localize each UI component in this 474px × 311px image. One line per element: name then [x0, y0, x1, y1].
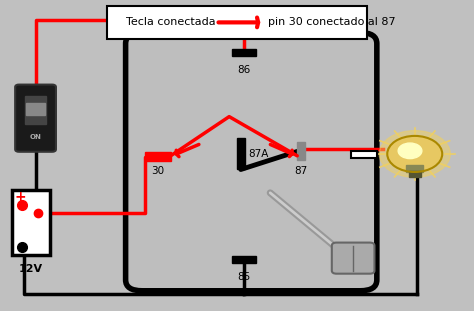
- Text: 87: 87: [294, 166, 308, 176]
- FancyBboxPatch shape: [332, 243, 374, 274]
- Text: 86: 86: [237, 65, 251, 75]
- Text: 87A: 87A: [248, 149, 269, 159]
- Bar: [145, 152, 171, 161]
- Bar: [406, 165, 423, 172]
- Bar: [26, 103, 45, 115]
- Bar: [232, 256, 256, 263]
- Text: 85: 85: [237, 272, 251, 282]
- Bar: [12, 190, 50, 255]
- Text: pin 30 conectado al 87: pin 30 conectado al 87: [268, 17, 395, 27]
- Bar: [232, 49, 256, 56]
- Bar: [25, 96, 46, 124]
- Bar: [237, 138, 245, 169]
- Text: 30: 30: [151, 166, 164, 176]
- Bar: [409, 171, 421, 177]
- Circle shape: [398, 143, 422, 159]
- FancyBboxPatch shape: [15, 85, 56, 152]
- Text: Tecla conectada: Tecla conectada: [126, 17, 215, 27]
- Text: ON: ON: [29, 134, 42, 140]
- Bar: [351, 151, 377, 158]
- FancyBboxPatch shape: [107, 6, 367, 39]
- Text: 12V: 12V: [19, 264, 43, 274]
- FancyBboxPatch shape: [126, 33, 377, 291]
- Circle shape: [387, 136, 442, 172]
- Bar: [297, 142, 305, 160]
- Text: +: +: [15, 190, 26, 205]
- Circle shape: [379, 131, 450, 177]
